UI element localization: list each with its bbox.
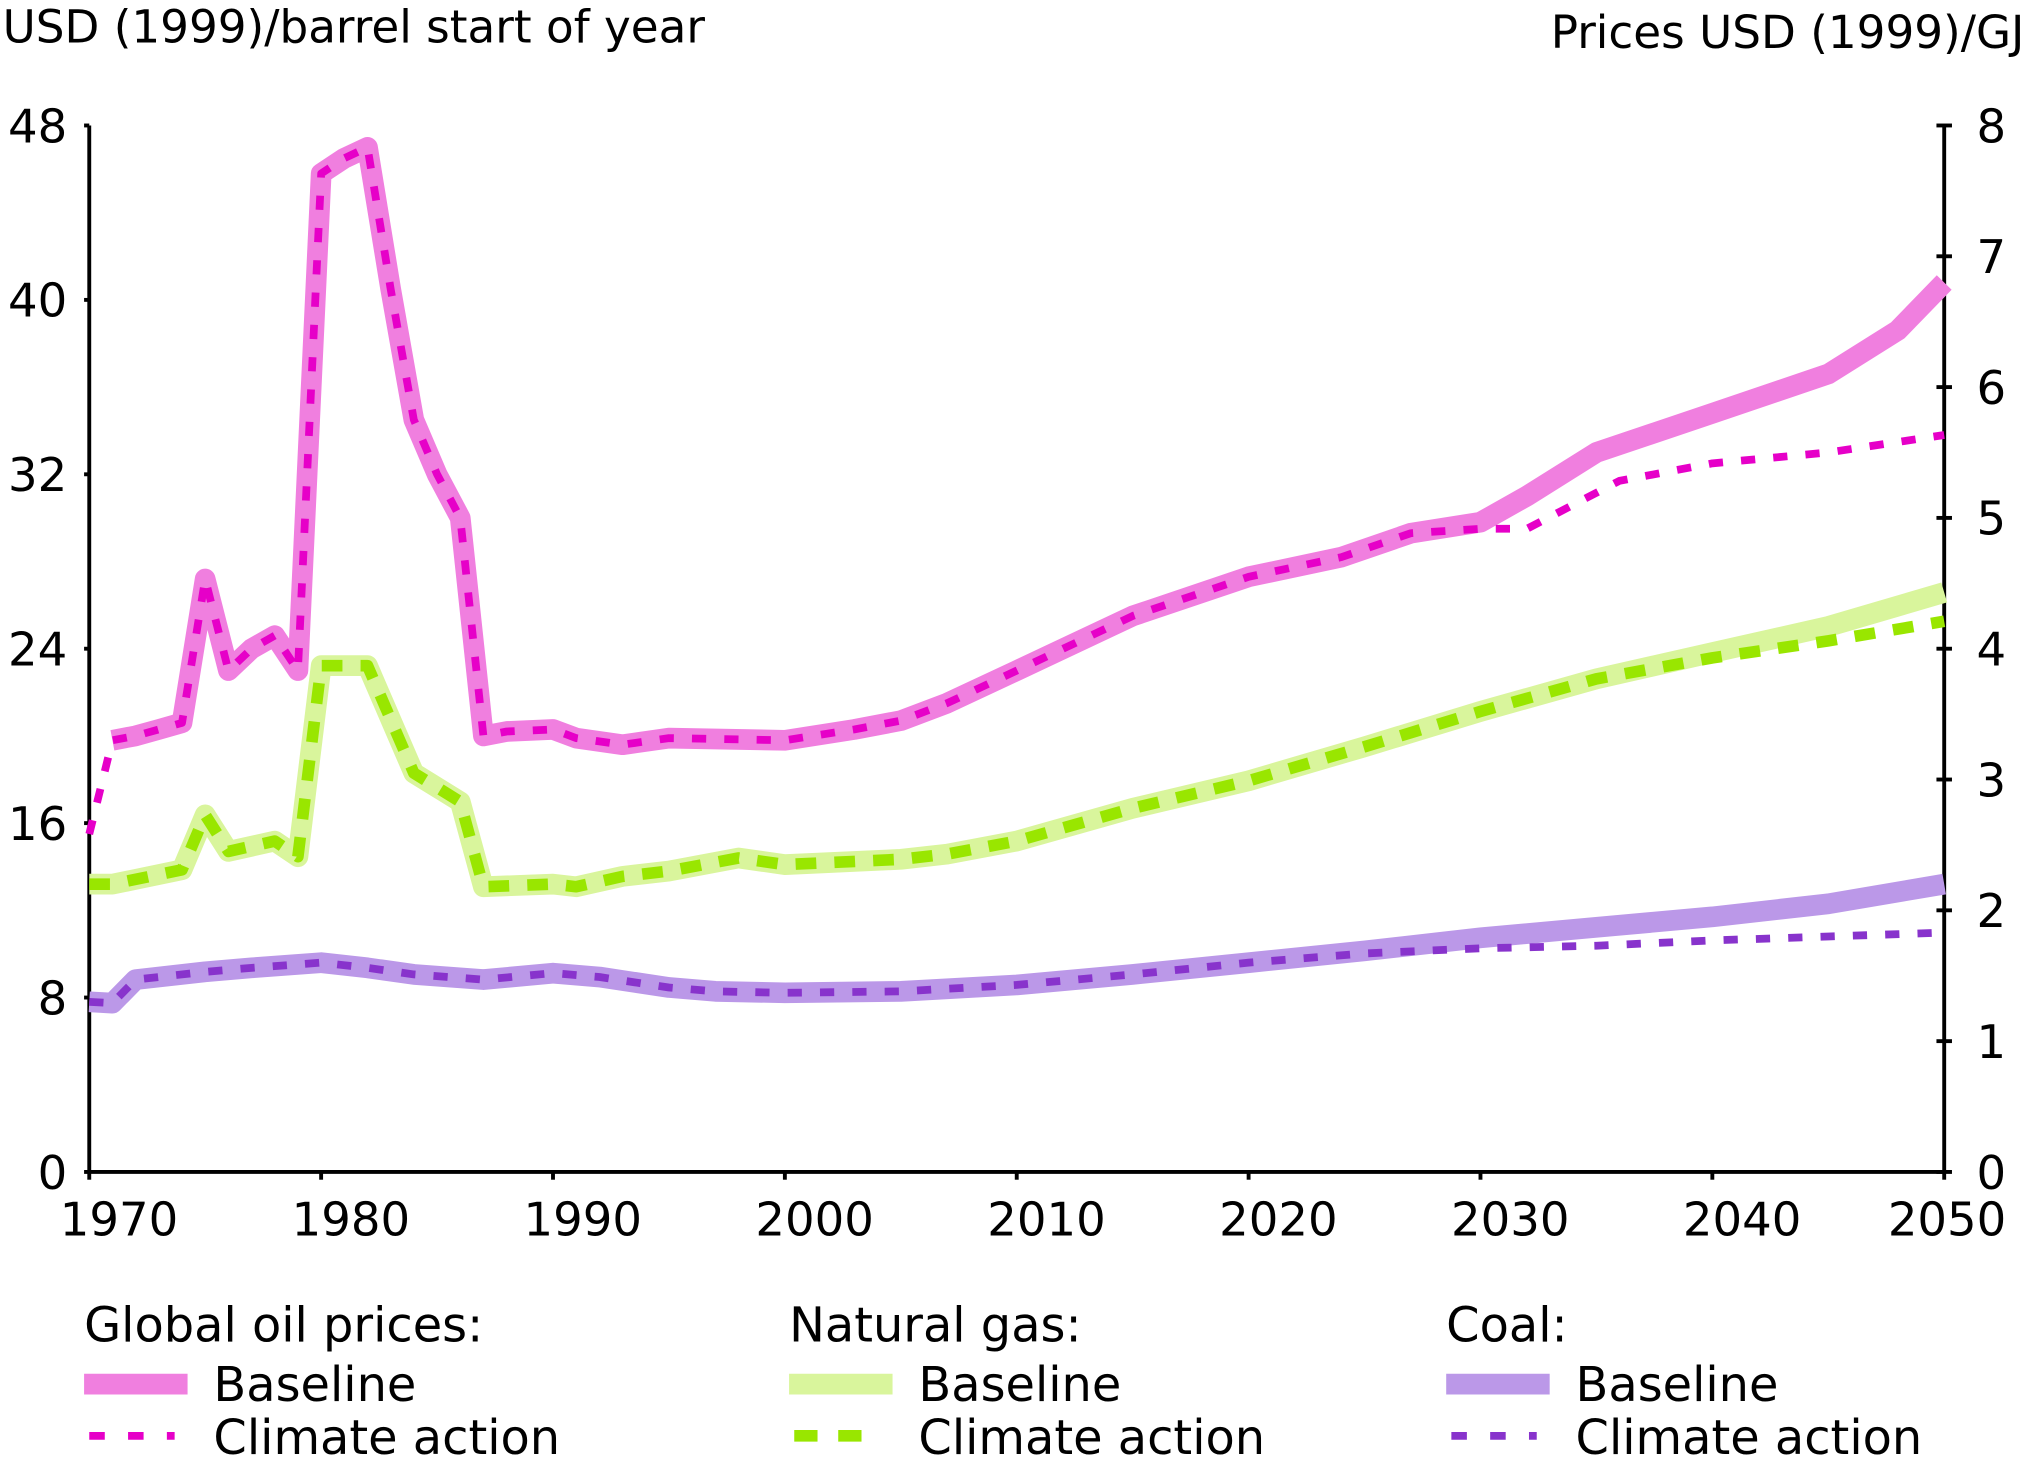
- left-tick-label: 32: [8, 448, 67, 502]
- legend-group-title: Natural gas:: [789, 1298, 1082, 1353]
- legend-label-baseline: Baseline: [213, 1358, 416, 1413]
- x-tick-label: 2020: [1219, 1192, 1337, 1246]
- right-tick-label: 7: [1977, 230, 2007, 284]
- left-tick-label: 0: [38, 1146, 68, 1200]
- x-tick-label: 1970: [60, 1192, 178, 1246]
- x-tick-label: 1990: [524, 1192, 642, 1246]
- x-tick-label: 2040: [1683, 1192, 1801, 1246]
- series-line-global-oil-prices-climate-action: [85, 143, 1945, 836]
- right-axis-label: Prices USD (1999)/GJ: [1551, 6, 2025, 59]
- right-tick-label: 5: [1977, 492, 2007, 546]
- right-tick-label: 4: [1977, 623, 2007, 677]
- left-tick-label: 16: [8, 797, 67, 851]
- left-tick-label: 40: [8, 274, 67, 328]
- series-line-natural-gas-baseline: [89, 582, 1948, 898]
- legend-group-title: Global oil prices:: [84, 1298, 483, 1353]
- legend-label-climate-action: Climate action: [1576, 1411, 1923, 1463]
- x-tick-label: 2030: [1451, 1192, 1569, 1246]
- right-tick-label: 2: [1977, 884, 2007, 938]
- legend-group-title: Coal:: [1446, 1298, 1567, 1353]
- right-tick-label: 8: [1977, 99, 2007, 153]
- legend-label-baseline: Baseline: [1576, 1358, 1779, 1413]
- x-tick-label: 1980: [292, 1192, 410, 1246]
- series-line-coal-climate-action: [89, 928, 1945, 1008]
- right-tick-label: 3: [1977, 753, 2007, 807]
- x-tick-label: 2000: [755, 1192, 873, 1246]
- right-tick-label: 6: [1977, 361, 2007, 415]
- left-tick-label: 24: [8, 623, 67, 677]
- left-axis-label: USD (1999)/barrel start of year: [3, 1, 706, 54]
- x-tick-label: 2050: [1888, 1192, 2006, 1246]
- right-tick-label: 0: [1977, 1146, 2007, 1200]
- legend-label-climate-action: Climate action: [918, 1411, 1265, 1463]
- right-tick-label: 1: [1977, 1015, 2007, 1069]
- left-tick-label: 8: [38, 971, 68, 1025]
- legend-label-climate-action: Climate action: [213, 1411, 560, 1463]
- series-line-natural-gas-climate-action: [89, 615, 1946, 893]
- left-tick-label: 48: [8, 99, 67, 153]
- x-tick-label: 2010: [987, 1192, 1105, 1246]
- legend-label-baseline: Baseline: [918, 1358, 1121, 1413]
